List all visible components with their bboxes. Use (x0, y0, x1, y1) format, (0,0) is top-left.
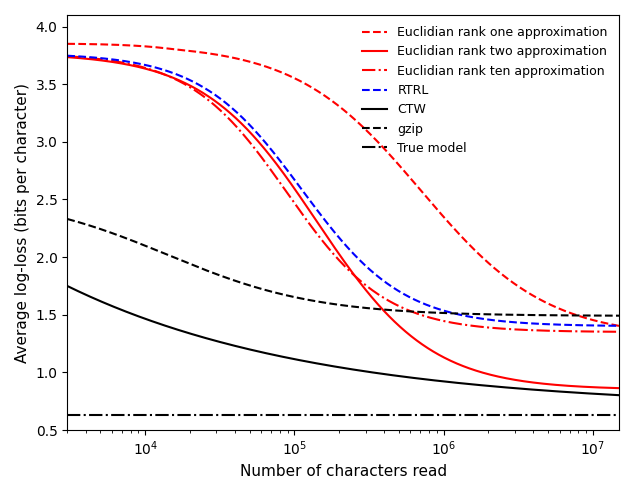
Euclidian rank ten approximation (538, 328, 546, 333)
RTRL (415, 298, 422, 304)
RTRL (63, 53, 71, 59)
Euclidian rank one approximation (97, 41, 105, 47)
Euclidian rank two approximation (538, 380, 546, 386)
Line: Euclidian rank ten approximation: Euclidian rank ten approximation (67, 56, 619, 332)
Euclidian rank one approximation (615, 323, 623, 329)
Line: Euclidian rank one approximation: Euclidian rank one approximation (67, 44, 619, 326)
Euclidian rank one approximation (482, 257, 489, 263)
CTW (615, 392, 623, 398)
gzip (63, 216, 71, 222)
Euclidian rank ten approximation (63, 53, 71, 59)
RTRL (384, 281, 391, 287)
gzip (97, 226, 105, 232)
CTW (97, 298, 105, 304)
gzip (398, 308, 406, 314)
RTRL (538, 321, 546, 327)
Euclidian rank two approximation (615, 385, 623, 391)
CTW (482, 383, 489, 389)
gzip (538, 312, 546, 318)
True model (384, 412, 391, 418)
Euclidian rank one approximation (398, 165, 406, 171)
gzip (384, 307, 391, 313)
gzip (615, 313, 623, 319)
Euclidian rank one approximation (538, 298, 546, 304)
Euclidian rank ten approximation (384, 297, 391, 303)
Euclidian rank two approximation (482, 370, 489, 376)
Legend: Euclidian rank one approximation, Euclidian rank two approximation, Euclidian ra: Euclidian rank one approximation, Euclid… (358, 21, 612, 160)
Euclidian rank ten approximation (615, 329, 623, 335)
True model (97, 412, 105, 418)
Euclidian rank two approximation (97, 57, 105, 63)
Euclidian rank ten approximation (415, 311, 422, 317)
Y-axis label: Average log-loss (bits per character): Average log-loss (bits per character) (15, 82, 30, 363)
Euclidian rank ten approximation (398, 305, 406, 311)
RTRL (97, 55, 105, 61)
RTRL (398, 290, 406, 296)
RTRL (482, 316, 489, 322)
True model (615, 412, 623, 418)
Euclidian rank one approximation (63, 41, 71, 47)
True model (538, 412, 546, 418)
True model (482, 412, 489, 418)
Line: Euclidian rank two approximation: Euclidian rank two approximation (67, 57, 619, 388)
RTRL (615, 323, 623, 329)
True model (398, 412, 406, 418)
Line: gzip: gzip (67, 219, 619, 316)
CTW (63, 283, 71, 289)
gzip (415, 309, 422, 315)
True model (415, 412, 422, 418)
CTW (538, 387, 546, 393)
Euclidian rank two approximation (415, 339, 422, 345)
X-axis label: Number of characters read: Number of characters read (240, 464, 447, 479)
Euclidian rank one approximation (415, 185, 422, 191)
Euclidian rank ten approximation (482, 324, 489, 330)
Line: RTRL: RTRL (67, 56, 619, 326)
CTW (398, 373, 406, 379)
Euclidian rank ten approximation (97, 56, 105, 62)
Euclidian rank two approximation (63, 54, 71, 60)
True model (63, 412, 71, 418)
CTW (384, 371, 391, 377)
Euclidian rank two approximation (384, 312, 391, 318)
CTW (415, 375, 422, 381)
Euclidian rank one approximation (384, 150, 391, 156)
Euclidian rank two approximation (398, 326, 406, 331)
gzip (482, 311, 489, 317)
Line: CTW: CTW (67, 286, 619, 395)
